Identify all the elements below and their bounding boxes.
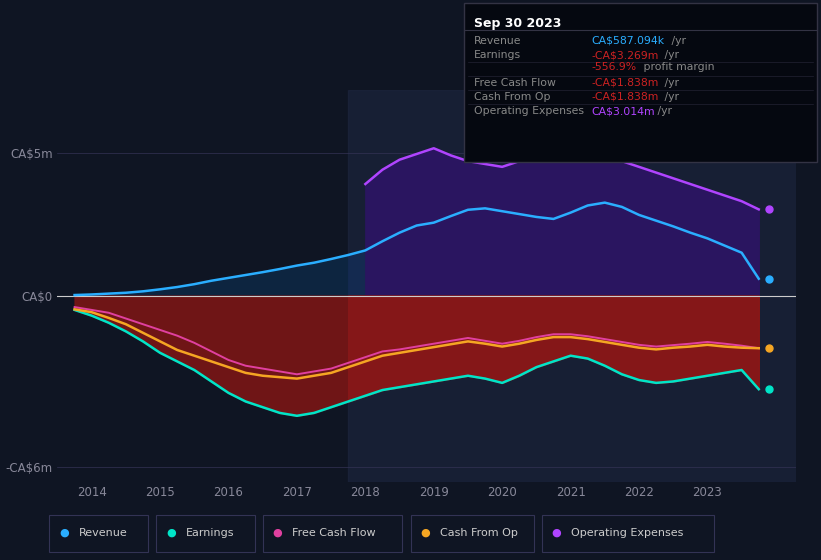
- Bar: [348, 90, 821, 482]
- Text: CA$587.094k: CA$587.094k: [591, 36, 664, 46]
- Text: Revenue: Revenue: [474, 36, 521, 46]
- Text: /yr: /yr: [661, 50, 679, 60]
- Text: Operating Expenses: Operating Expenses: [571, 528, 684, 538]
- Text: CA$3.014m: CA$3.014m: [591, 106, 654, 116]
- Text: -CA$1.838m: -CA$1.838m: [591, 92, 658, 102]
- Text: profit margin: profit margin: [640, 62, 714, 72]
- Text: -CA$3.269m: -CA$3.269m: [591, 50, 658, 60]
- Text: Cash From Op: Cash From Op: [474, 92, 550, 102]
- Text: Earnings: Earnings: [186, 528, 234, 538]
- Text: Revenue: Revenue: [79, 528, 127, 538]
- Text: /yr: /yr: [668, 36, 686, 46]
- Text: ●: ●: [552, 528, 562, 538]
- Text: -CA$1.838m: -CA$1.838m: [591, 78, 658, 88]
- Text: -556.9%: -556.9%: [591, 62, 636, 72]
- Text: /yr: /yr: [661, 92, 679, 102]
- Text: ●: ●: [420, 528, 430, 538]
- Text: Operating Expenses: Operating Expenses: [474, 106, 584, 116]
- Text: Cash From Op: Cash From Op: [440, 528, 518, 538]
- Text: /yr: /yr: [661, 78, 679, 88]
- Text: /yr: /yr: [654, 106, 672, 116]
- Text: Free Cash Flow: Free Cash Flow: [292, 528, 376, 538]
- Text: Sep 30 2023: Sep 30 2023: [474, 17, 561, 30]
- Text: Free Cash Flow: Free Cash Flow: [474, 78, 556, 88]
- Text: Earnings: Earnings: [474, 50, 521, 60]
- Text: ●: ●: [59, 528, 69, 538]
- Text: ●: ●: [273, 528, 282, 538]
- Text: ●: ●: [166, 528, 176, 538]
